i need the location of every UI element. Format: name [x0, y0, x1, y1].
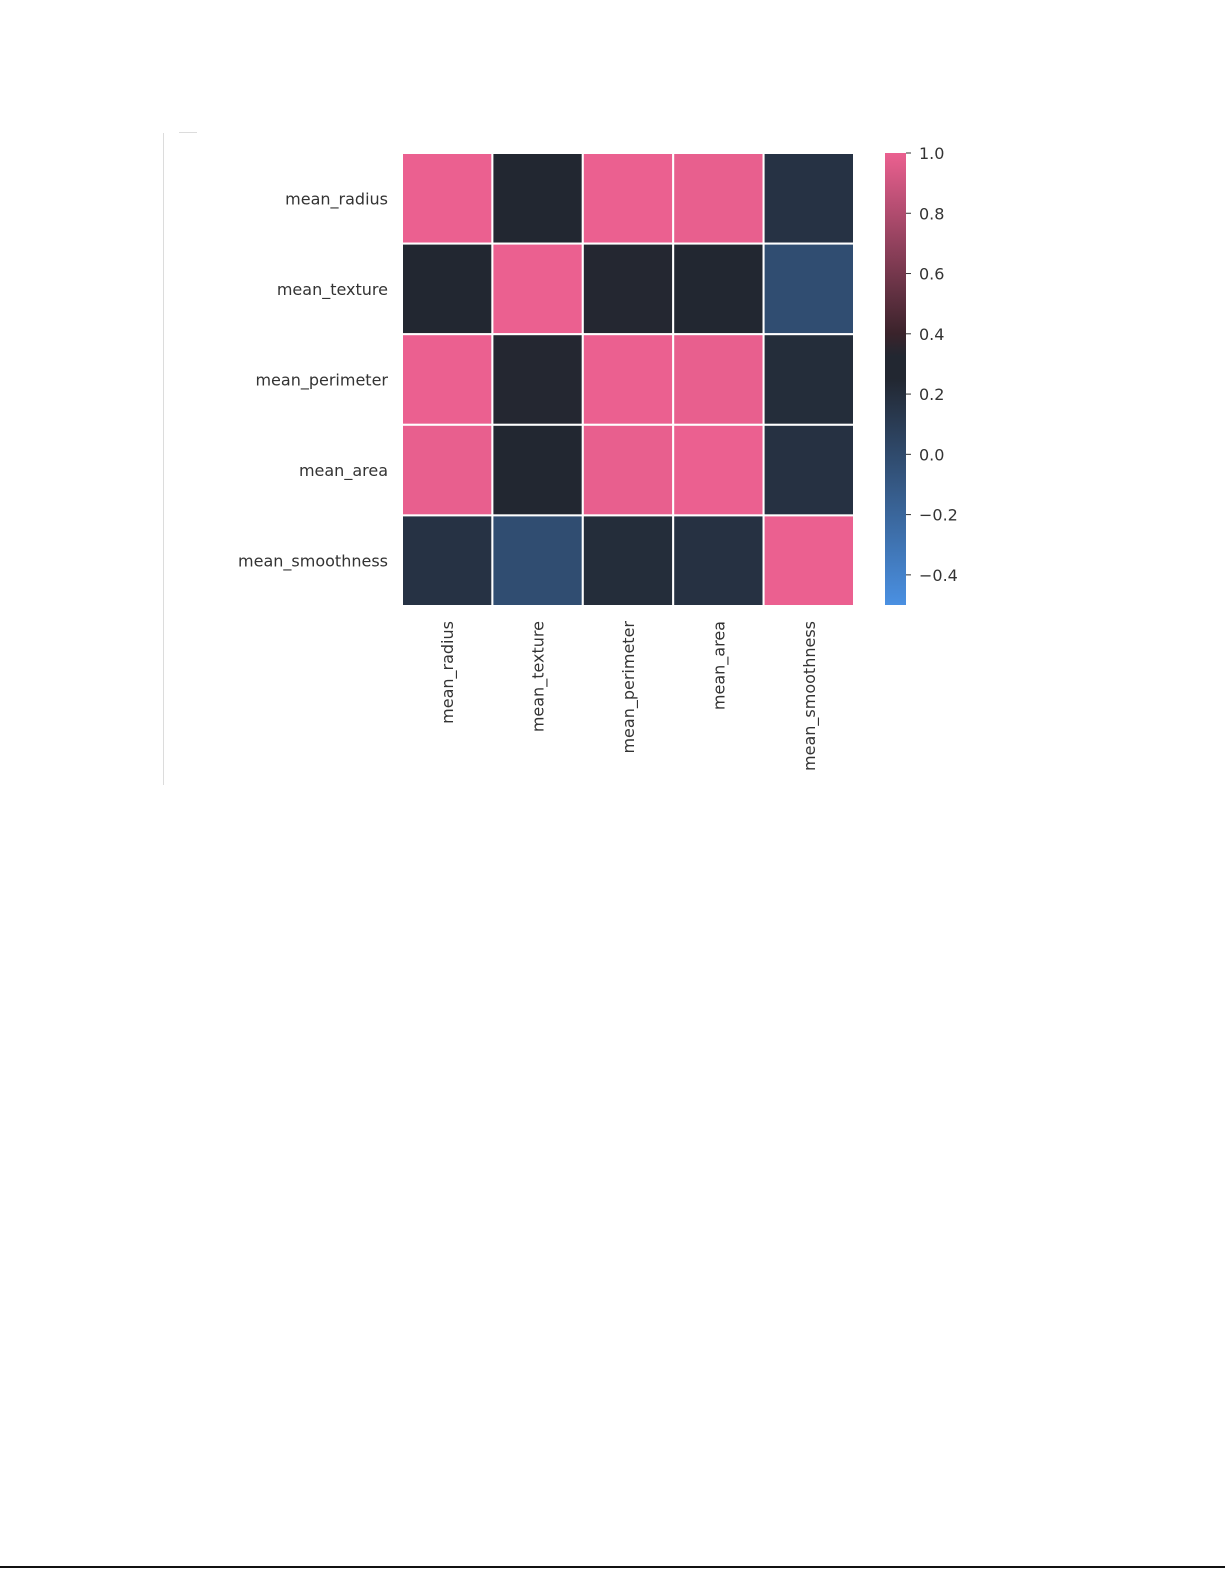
heatmap-cell-mean_texture-mean_radius	[401, 242, 494, 336]
heatmap-cell-mean_area-mean_texture	[491, 423, 584, 517]
column-label-mean_smoothness: mean_smoothness	[800, 621, 820, 771]
colorbar-tick-label: 0.4	[919, 325, 944, 344]
heatmap-cell-mean_area-mean_perimeter	[581, 423, 675, 517]
colorbar: 1.0 0.8 0.6 0.4 0.2 0.0 −0.2 −0.4	[885, 144, 958, 605]
left-margin-rule	[163, 133, 164, 785]
heatmap-cell-mean_area-mean_smoothness	[762, 423, 855, 517]
heatmap-cell-mean_perimeter-mean_smoothness	[762, 333, 855, 426]
heatmap-cell-mean_perimeter-mean_area	[672, 333, 765, 426]
row-label-mean_area: mean_area	[299, 461, 388, 481]
heatmap-cells	[401, 152, 855, 608]
row-label-mean_radius: mean_radius	[285, 189, 388, 209]
row-label-mean_perimeter: mean_perimeter	[255, 371, 388, 391]
heatmap-cell-mean_texture-mean_area	[672, 242, 765, 336]
heatmap-cell-mean_perimeter-mean_perimeter	[581, 333, 675, 426]
heatmap-cell-mean_smoothness-mean_radius	[401, 514, 494, 608]
colorbar-gradient	[885, 153, 906, 605]
row-label-mean_texture: mean_texture	[277, 280, 388, 300]
column-labels: mean_radius mean_texture mean_perimeter mea…	[438, 621, 820, 771]
colorbar-tick-label: 0.6	[919, 265, 944, 284]
heatmap-cell-mean_texture-mean_texture	[491, 242, 584, 336]
row-label-mean_smoothness: mean_smoothness	[238, 552, 388, 572]
heatmap-cell-mean_radius-mean_texture	[491, 152, 584, 245]
heatmap-cell-mean_perimeter-mean_texture	[491, 333, 584, 426]
top-margin-mark	[179, 132, 197, 133]
colorbar-tick-label: −0.4	[919, 566, 958, 585]
colorbar-tick-label: −0.2	[919, 506, 958, 525]
heatmap-cell-mean_texture-mean_perimeter	[581, 242, 675, 336]
heatmap-cell-mean_radius-mean_perimeter	[581, 152, 675, 245]
column-label-mean_perimeter: mean_perimeter	[619, 621, 639, 754]
page-bottom-rule	[0, 1566, 1225, 1568]
colorbar-tick-label: 0.0	[919, 445, 944, 464]
colorbar-tick-label: 0.2	[919, 385, 944, 404]
row-labels: mean_radius mean_texture mean_perimetermea…	[238, 189, 388, 571]
heatmap-chart: mean_radiusmean_texturemean_perimetermea…	[238, 144, 958, 771]
heatmap-cell-mean_radius-mean_area	[672, 152, 765, 245]
heatmap-cell-mean_area-mean_area	[672, 423, 765, 517]
column-label-mean_texture: mean_texture	[529, 621, 549, 732]
heatmap-cell-mean_radius-mean_radius	[401, 152, 494, 245]
colorbar-tick-label: 1.0	[919, 144, 944, 163]
heatmap-cell-mean_area-mean_radius	[401, 423, 494, 517]
heatmap-cell-mean_smoothness-mean_smoothness	[762, 514, 855, 608]
heatmap-cell-mean_smoothness-mean_area	[672, 514, 765, 608]
column-label-mean_radius: mean_radius	[438, 621, 458, 724]
heatmap-cell-mean_radius-mean_smoothness	[762, 152, 855, 245]
column-label-mean_area: mean_area	[709, 621, 729, 710]
heatmap-cell-mean_smoothness-mean_texture	[491, 514, 584, 608]
heatmap-cell-mean_texture-mean_smoothness	[762, 242, 855, 336]
colorbar-tick-label: 0.8	[919, 204, 944, 223]
heatmap-cell-mean_smoothness-mean_perimeter	[581, 514, 675, 608]
heatmap-cell-mean_perimeter-mean_radius	[401, 333, 494, 426]
